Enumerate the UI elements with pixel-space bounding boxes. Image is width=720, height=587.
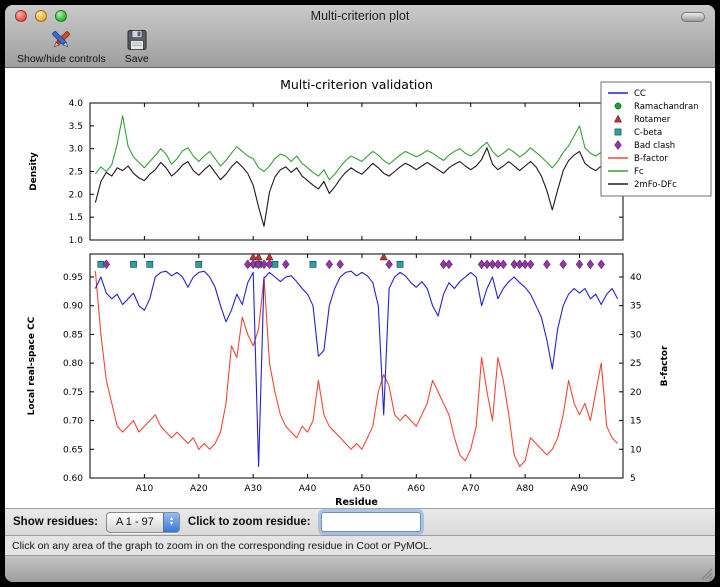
svg-text:A10: A10 [136, 484, 154, 494]
save-button[interactable]: Save [124, 28, 150, 65]
minimize-button[interactable] [35, 10, 47, 22]
status-text: Click on any area of the graph to zoom i… [12, 539, 432, 552]
svg-text:A60: A60 [408, 484, 426, 494]
b-factor-line[interactable] [94, 271, 618, 468]
svg-text:10: 10 [630, 445, 642, 455]
svg-text:Rotamer: Rotamer [634, 115, 671, 125]
popup-stepper-icon: ▲ ▼ [162, 512, 179, 532]
svg-text:2mFo-DFc: 2mFo-DFc [634, 180, 677, 190]
svg-text:A80: A80 [516, 484, 534, 494]
show-residues-select[interactable]: A 1 - 97 ▲ ▼ [106, 511, 180, 533]
svg-text:C-beta: C-beta [634, 128, 662, 138]
svg-text:B-factor: B-factor [660, 345, 670, 386]
svg-text:0.75: 0.75 [63, 388, 83, 398]
svg-text:0.70: 0.70 [63, 417, 83, 427]
bad-clash-markers[interactable] [102, 259, 605, 270]
svg-text:A30: A30 [244, 484, 262, 494]
svg-text:Fc: Fc [634, 167, 644, 177]
svg-text:Local real-space CC: Local real-space CC [27, 316, 37, 415]
svg-text:0.90: 0.90 [63, 302, 83, 312]
svg-text:1.5: 1.5 [69, 213, 83, 223]
zoom-residue-label: Click to zoom residue: [187, 516, 311, 528]
svg-text:Multi-criterion validation: Multi-criterion validation [280, 77, 433, 92]
svg-text:Ramachandran: Ramachandran [634, 102, 699, 112]
svg-text:2.5: 2.5 [69, 168, 83, 178]
svg-text:20: 20 [630, 388, 642, 398]
svg-text:1.0: 1.0 [69, 236, 84, 246]
controls-bar: Show residues: A 1 - 97 ▲ ▼ Click to zoom… [5, 508, 715, 535]
svg-text:0.60: 0.60 [63, 474, 83, 484]
svg-text:0.65: 0.65 [63, 445, 83, 455]
multi-criterion-plot-window: Multi-criterion plot Show/hide controls [5, 5, 715, 582]
window-title: Multi-criterion plot [310, 9, 410, 23]
bottom-chrome [5, 556, 715, 582]
svg-text:B-factor: B-factor [634, 154, 668, 164]
svg-text:25: 25 [630, 359, 641, 369]
save-icon [127, 30, 147, 50]
svg-text:A50: A50 [353, 484, 371, 494]
outlier-markers[interactable] [97, 252, 605, 270]
svg-text:A40: A40 [299, 484, 317, 494]
svg-text:Density: Density [29, 152, 39, 191]
multi-criterion-figure[interactable]: 4.0 3.5 3.0 2.5 2.0 1.5 1.0 0.95 0.90 0.85 0.80 0.7… [5, 68, 715, 508]
svg-text:A20: A20 [190, 484, 208, 494]
toolbar-toggle-capsule[interactable] [681, 12, 705, 22]
plot-area[interactable]: 4.0 3.5 3.0 2.5 2.0 1.5 1.0 0.95 0.90 0.85 0.80 0.7… [5, 68, 715, 508]
close-button[interactable] [15, 10, 27, 22]
svg-text:Residue: Residue [335, 497, 378, 508]
svg-text:0.95: 0.95 [63, 273, 83, 283]
svg-text:0.85: 0.85 [63, 330, 83, 340]
two-mfo-dfc-line[interactable] [94, 147, 618, 227]
fc-line[interactable] [94, 115, 618, 181]
svg-text:A90: A90 [571, 484, 589, 494]
svg-text:Bad clash: Bad clash [634, 141, 675, 151]
data-series[interactable] [94, 115, 619, 468]
zoom-residue-input[interactable] [320, 512, 421, 532]
figure-text: 4.0 3.5 3.0 2.5 2.0 1.5 1.0 0.95 0.90 0.85 0.80 0.7… [27, 77, 670, 508]
svg-text:5: 5 [630, 474, 636, 484]
status-bar: Click on any area of the graph to zoom i… [5, 535, 715, 556]
figure-legend: CC Ramachandran Rotamer C-beta Bad clash B-fa… [600, 81, 712, 197]
title-bar[interactable]: Multi-criterion plot [5, 5, 715, 27]
svg-text:3.5: 3.5 [69, 122, 83, 132]
svg-text:2.0: 2.0 [69, 190, 84, 200]
svg-text:0.80: 0.80 [63, 359, 83, 369]
resize-grip-icon[interactable] [699, 566, 713, 580]
show-hide-controls-button[interactable]: Show/hide controls [17, 28, 106, 65]
svg-text:35: 35 [630, 302, 641, 312]
svg-text:4.0: 4.0 [69, 99, 84, 109]
paint-tools-icon [52, 31, 71, 48]
window-chrome: Multi-criterion plot Show/hide controls [5, 5, 715, 68]
zoom-button[interactable] [55, 10, 67, 22]
show-hide-controls-label: Show/hide controls [17, 53, 106, 65]
cc-line[interactable] [94, 270, 619, 468]
traffic-lights [15, 10, 67, 22]
svg-text:CC: CC [634, 89, 646, 99]
svg-text:A70: A70 [462, 484, 480, 494]
svg-text:40: 40 [630, 273, 642, 283]
svg-text:3.0: 3.0 [69, 145, 84, 155]
show-residues-value: A 1 - 97 [116, 516, 154, 528]
show-residues-label: Show residues: [13, 516, 98, 528]
svg-text:15: 15 [630, 417, 641, 427]
save-label: Save [124, 53, 149, 65]
svg-text:30: 30 [630, 330, 642, 340]
toolbar: Show/hide controls Save [5, 27, 715, 66]
